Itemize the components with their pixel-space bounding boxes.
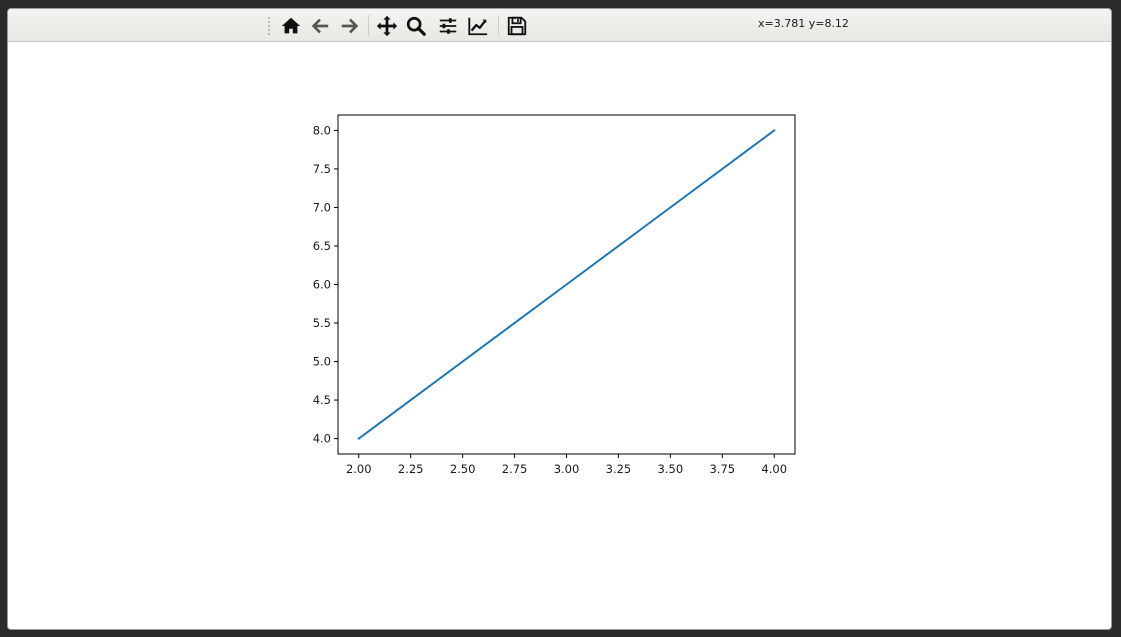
- x-tick-label: 3.50: [658, 462, 684, 476]
- forward-button[interactable]: [337, 13, 363, 39]
- toolbar-grip[interactable]: [267, 16, 271, 35]
- figure-canvas[interactable]: 2.00 2.25 2.50 2.75 3.00 3.25 3.50 3.75 4.00 4.0 4…: [8, 43, 1112, 630]
- series-line-0: [357, 129, 776, 440]
- y-tick-label: 7.0: [313, 200, 331, 214]
- zoom-icon: [406, 16, 426, 36]
- edit-axis-icon: [468, 17, 488, 36]
- toolbar-separator: [368, 15, 369, 36]
- x-tick-label: 3.25: [606, 462, 632, 476]
- home-icon: [281, 17, 301, 34]
- x-tick-label: 2.75: [502, 462, 528, 476]
- save-button[interactable]: [504, 13, 530, 39]
- pan-button[interactable]: [374, 13, 400, 39]
- y-tick-label: 8.0: [313, 123, 331, 137]
- edit-axis-button[interactable]: [465, 13, 491, 39]
- y-tick-label: 6.0: [313, 278, 331, 292]
- forward-icon: [341, 18, 359, 34]
- line-chart[interactable]: 2.00 2.25 2.50 2.75 3.00 3.25 3.50 3.75 4.00 4.0 4…: [8, 43, 1112, 630]
- x-tick-label: 3.00: [554, 462, 580, 476]
- y-tick-label: 7.5: [313, 162, 331, 176]
- subplots-button[interactable]: [435, 13, 461, 39]
- back-button[interactable]: [307, 13, 333, 39]
- zoom-button[interactable]: [403, 13, 429, 39]
- cursor-coordinates: x=3.781 y=8.12: [758, 17, 849, 30]
- figure-window: x=3.781 y=8.12 2.00 2.25 2.50 2.75 3.00 3.25 3…: [7, 8, 1112, 630]
- save-icon: [507, 16, 527, 36]
- x-tick-label: 3.75: [709, 462, 735, 476]
- toolbar-separator: [498, 15, 499, 36]
- x-tick-label: 2.25: [398, 462, 424, 476]
- y-tick-label: 5.0: [313, 355, 331, 369]
- x-tick-label: 2.00: [346, 462, 372, 476]
- y-tick-label: 4.0: [313, 432, 331, 446]
- back-icon: [311, 18, 329, 34]
- navigation-toolbar: x=3.781 y=8.12: [8, 9, 1111, 42]
- y-tick-label: 6.5: [313, 239, 331, 253]
- x-tick-label: 2.50: [450, 462, 476, 476]
- pan-icon: [376, 15, 398, 37]
- home-button[interactable]: [278, 13, 304, 39]
- y-tick-label: 5.5: [313, 316, 331, 330]
- x-tick-label: 4.00: [761, 462, 787, 476]
- y-tick-label: 4.5: [313, 393, 331, 407]
- subplots-icon: [439, 18, 457, 34]
